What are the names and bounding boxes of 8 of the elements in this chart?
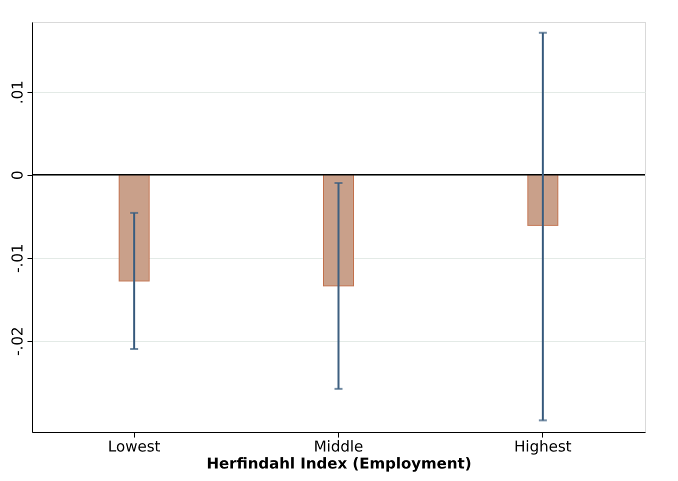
x-tick-label: Highest <box>514 438 572 456</box>
y-tick-label: -.02 <box>8 326 26 356</box>
y-tick-label: 0 <box>8 170 26 180</box>
x-axis-title: Herfindahl Index (Employment) <box>206 454 472 472</box>
x-tick-label: Lowest <box>108 438 161 456</box>
y-tick-label: -.01 <box>8 244 26 273</box>
y-tick-label: .01 <box>8 80 26 104</box>
x-tick-label: Middle <box>314 438 364 456</box>
